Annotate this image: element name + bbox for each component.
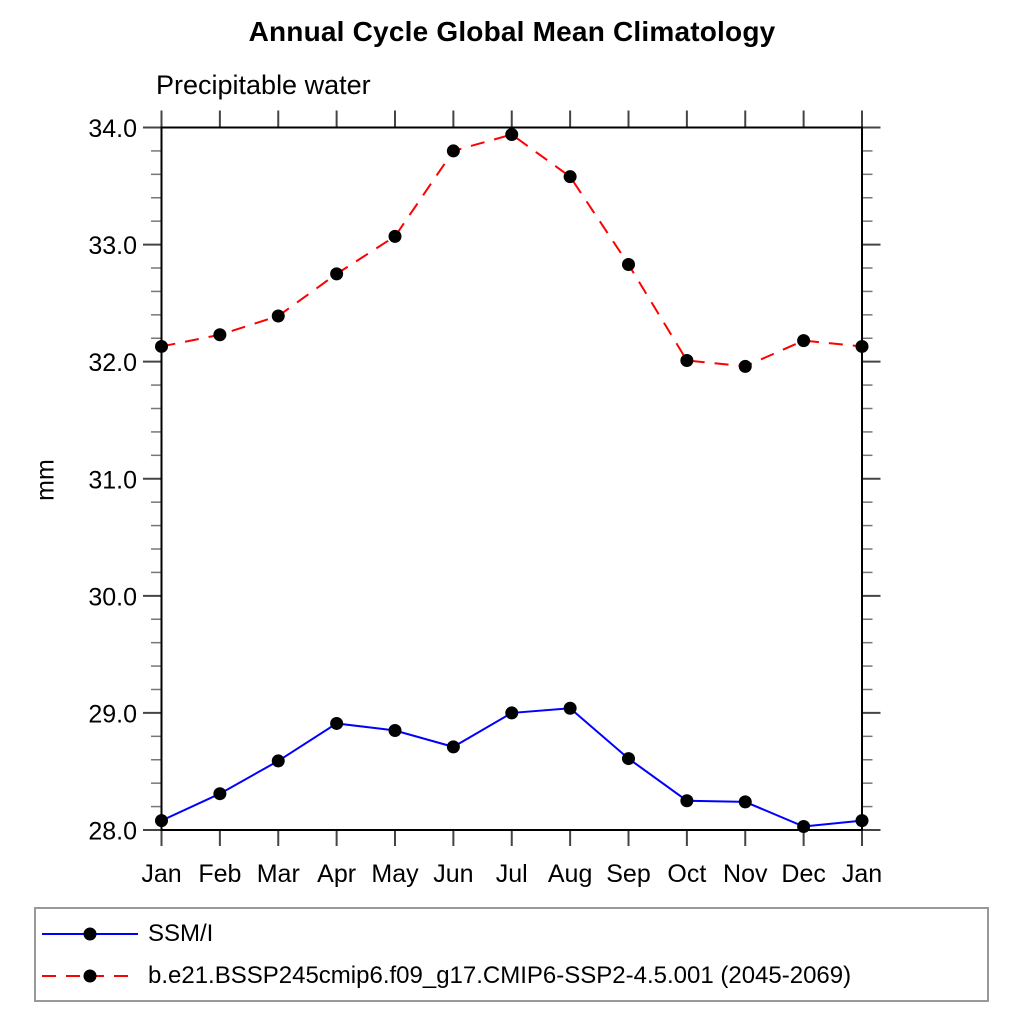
x-tick-label: Oct — [667, 860, 706, 888]
data-point-0 — [738, 795, 752, 809]
data-point-1 — [622, 257, 635, 271]
y-tick-label: 29.0 — [88, 700, 137, 728]
data-point-1 — [855, 339, 869, 353]
y-tick-label: 28.0 — [88, 818, 137, 846]
x-tick-label: Jun — [433, 860, 473, 888]
x-tick-label: Apr — [317, 860, 356, 888]
data-point-0 — [446, 740, 460, 754]
y-tick-label: 31.0 — [88, 466, 137, 494]
x-tick-label: Nov — [723, 860, 768, 888]
legend-item-model: b.e21.BSSP245cmip6.f09_g17.CMIP6-SSP2-4.… — [39, 955, 987, 997]
y-tick-label: 34.0 — [88, 115, 137, 143]
series-line-0 — [161, 707, 863, 828]
data-point-1 — [563, 170, 577, 184]
data-point-0 — [271, 754, 285, 768]
series-line-1 — [161, 133, 863, 368]
data-point-0 — [680, 794, 694, 808]
data-point-0 — [563, 701, 577, 715]
legend-label-ssmi: SSM/I — [148, 919, 214, 947]
y-tick-label: 30.0 — [88, 583, 137, 611]
data-point-0 — [505, 706, 519, 720]
legend-label-model: b.e21.BSSP245cmip6.f09_g17.CMIP6-SSP2-4.… — [148, 961, 852, 989]
x-tick-label: Feb — [198, 860, 241, 888]
data-point-1 — [446, 144, 460, 158]
data-point-1 — [271, 309, 285, 323]
data-point-1 — [213, 328, 227, 342]
data-point-0 — [155, 814, 168, 828]
legend-line-sample-model — [42, 969, 138, 982]
x-tick-label: Mar — [257, 860, 300, 888]
data-point-1 — [680, 353, 694, 367]
y-tick-label: 33.0 — [88, 232, 137, 260]
data-point-1 — [738, 359, 752, 373]
chart-subtitle: Precipitable water — [156, 70, 371, 100]
x-tick-label: Dec — [781, 860, 825, 888]
legend-box: SSM/I b.e21.BSSP245cmip6.f09_g17.CMIP6-S… — [34, 907, 989, 1002]
data-point-1 — [155, 339, 168, 353]
x-tick-label: Aug — [548, 860, 592, 888]
legend-item-ssmi: SSM/I — [39, 913, 987, 955]
x-tick-label: Jul — [496, 860, 528, 888]
y-tick-label: 32.0 — [88, 349, 137, 377]
data-point-1 — [505, 128, 519, 142]
data-point-1 — [797, 334, 811, 348]
plot-frame — [160, 126, 863, 831]
data-point-0 — [388, 723, 402, 737]
data-point-0 — [797, 819, 811, 833]
x-tick-label: Jan — [141, 860, 181, 888]
chart-title: Annual Cycle Global Mean Climatology — [248, 16, 776, 47]
x-tick-label: Jan — [842, 860, 882, 888]
legend-line-sample-ssmi — [42, 927, 138, 940]
data-point-1 — [330, 267, 344, 281]
data-point-0 — [330, 716, 344, 730]
data-point-1 — [388, 229, 402, 243]
chart-canvas: 28.0 29.0 30.0 31.0 32.0 33.0 34.0 Jan Feb Mar Apr… — [88, 110, 882, 888]
data-point-0 — [213, 787, 227, 801]
x-tick-label: May — [371, 860, 419, 888]
x-tick-label: Sep — [606, 860, 650, 888]
data-point-0 — [622, 752, 635, 766]
data-point-0 — [855, 814, 869, 828]
